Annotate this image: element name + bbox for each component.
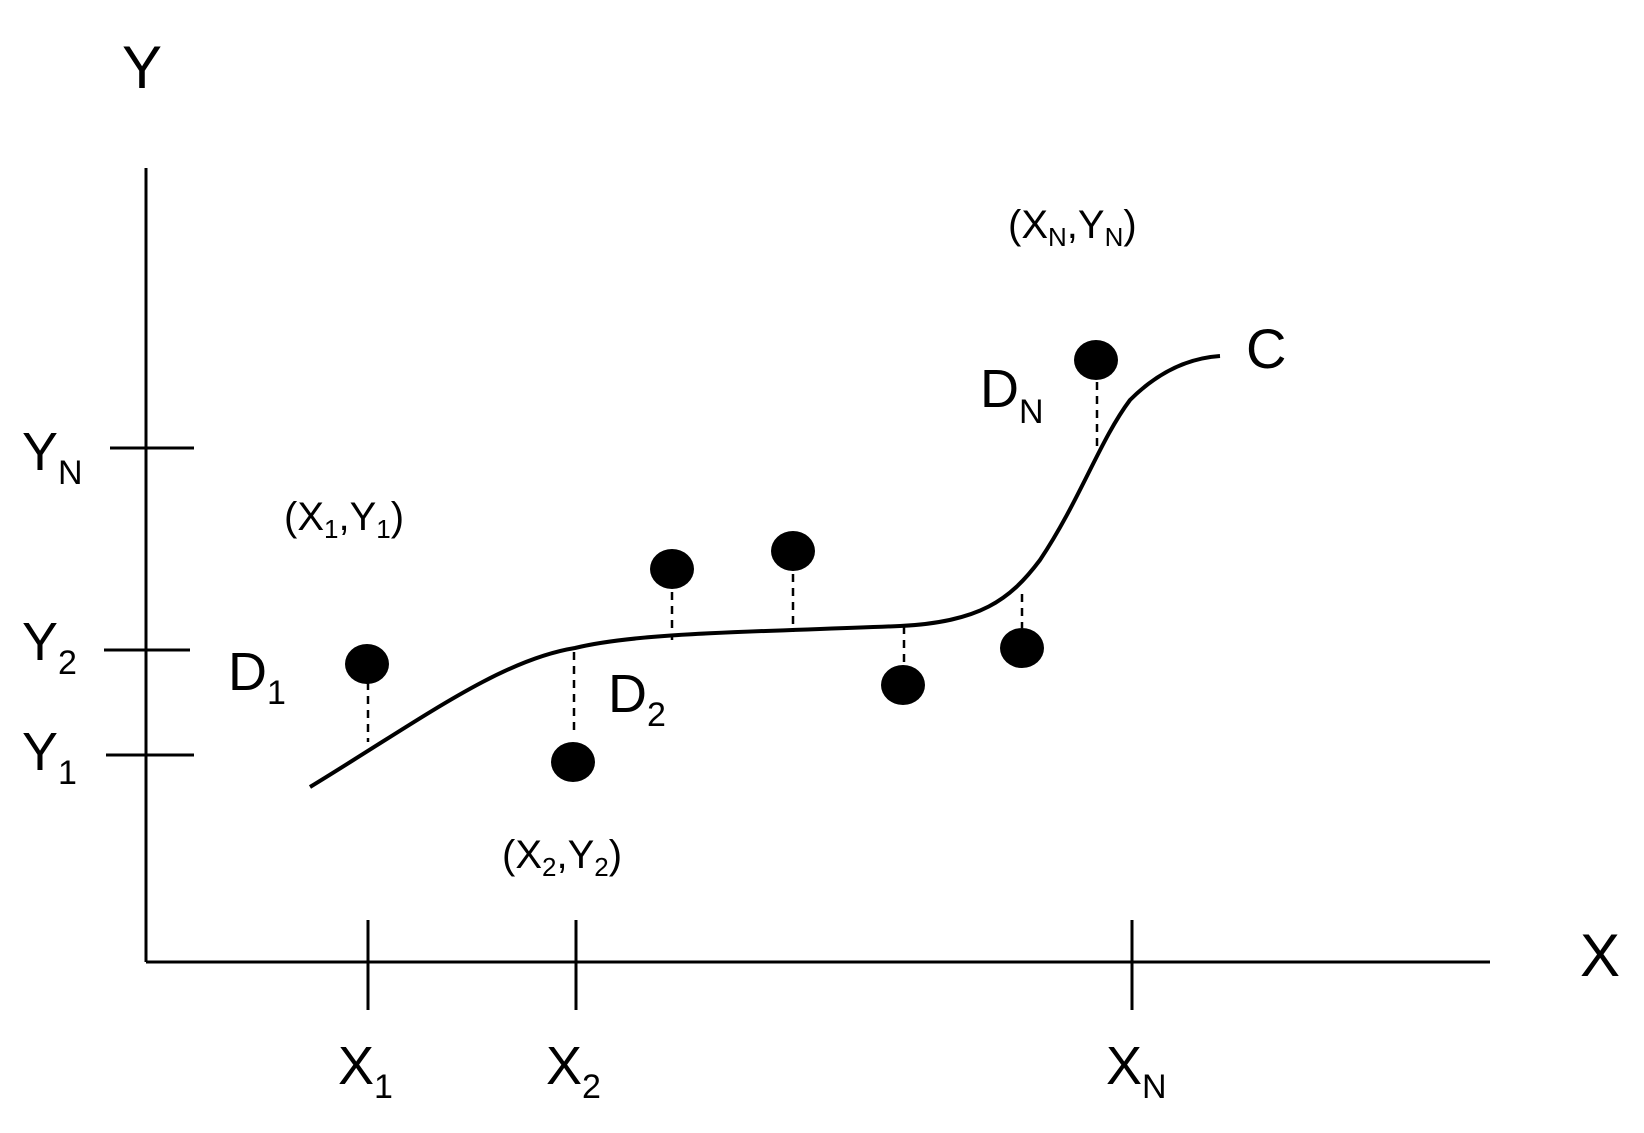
y-tick-label-yn: YN [22, 422, 83, 492]
x-tick-label-x2: X2 [546, 1036, 601, 1106]
data-point [1074, 340, 1118, 380]
point-label-2: (X2,Y2) [502, 833, 622, 882]
deviation-label-d2: D2 [608, 664, 666, 734]
residual-lines [366, 382, 1099, 742]
data-point [1000, 628, 1044, 668]
fitted-curve [308, 354, 1221, 789]
point-label-1: (X1,Y1) [284, 495, 404, 544]
y-tick-label-y2: Y2 [22, 612, 77, 682]
x-tick-label-x1: X1 [338, 1036, 393, 1106]
data-point [771, 531, 815, 571]
deviation-label-dn: DN [980, 359, 1044, 431]
y-axis-label: Y [122, 34, 162, 101]
data-point [881, 665, 925, 705]
data-point [650, 549, 694, 589]
point-label-n: (XN,YN) [1008, 203, 1137, 252]
data-point [345, 644, 389, 684]
y-tick-label-y1: Y1 [22, 722, 77, 792]
deviation-label-d1: D1 [228, 642, 286, 712]
data-point [551, 742, 595, 782]
x-tick-label-xn: XN [1106, 1036, 1167, 1106]
curve-label: C [1246, 317, 1286, 380]
data-points [345, 340, 1118, 782]
x-axis-label: X [1580, 922, 1620, 989]
